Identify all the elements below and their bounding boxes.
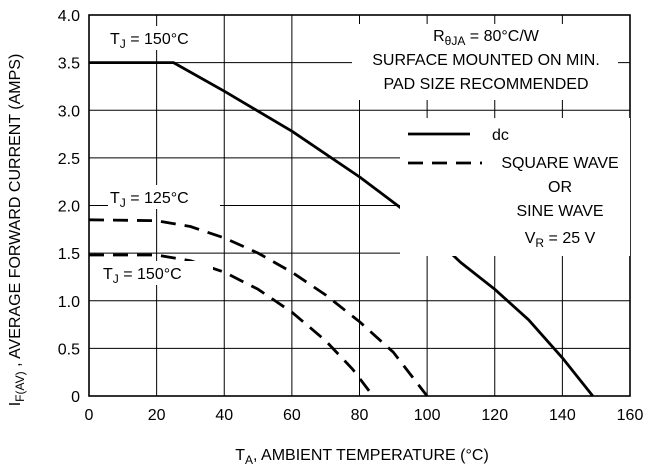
y-tick-label: 3.5 [58, 56, 80, 73]
tick-labels: 0 20 40 60 80 100 120 140 160 0 0.5 1.0 1.5 2.0 2.5 3.0… [58, 8, 644, 424]
legend-wave-label-2: OR [548, 179, 572, 196]
pad-size-annotation: PAD SIZE RECOMMENDED [383, 76, 588, 93]
x-tick-label: 20 [148, 407, 166, 424]
series-line-wave-2 [89, 253, 375, 397]
x-tick-label: 160 [617, 407, 644, 424]
x-axis-label: TA, AMBIENT TEMPERATURE (°C) [235, 447, 489, 467]
tj-150-top-annotation: TJ = 150°C [110, 31, 189, 51]
y-tick-label: 4.0 [58, 8, 80, 25]
y-tick-label: 3.0 [58, 103, 80, 120]
y-tick-label: 1.0 [58, 294, 80, 311]
y-tick-label: 0.5 [58, 341, 80, 358]
x-tick-label: 0 [85, 407, 94, 424]
y-tick-label: 0 [71, 389, 80, 406]
x-tick-label: 120 [481, 407, 508, 424]
legend-wave-label-1: SQUARE WAVE [501, 155, 618, 172]
x-tick-label: 80 [351, 407, 369, 424]
x-tick-label: 60 [283, 407, 301, 424]
legend-wave-label-3: SINE WAVE [516, 203, 603, 220]
y-axis-label: IF(AV) , AVERAGE FORWARD CURRENT (AMPS) [7, 54, 27, 407]
surface-mounted-annotation: SURFACE MOUNTED ON MIN. [372, 52, 600, 69]
x-tick-label: 40 [215, 407, 233, 424]
x-tick-label: 140 [549, 407, 576, 424]
legend-dc-label: dc [492, 127, 509, 144]
tj-125-annotation: TJ = 125°C [110, 190, 189, 210]
y-tick-label: 1.5 [58, 246, 80, 263]
rtheta-annotation: RθJA = 80°C/W [433, 28, 540, 48]
vr-annotation: VR = 25 V [525, 230, 596, 250]
tj-150-low-annotation: TJ = 150°C [103, 266, 182, 286]
y-tick-label: 2.5 [58, 151, 80, 168]
series-line-wave-1 [88, 218, 429, 397]
y-tick-label: 2.0 [58, 199, 80, 216]
x-tick-label: 100 [414, 407, 441, 424]
